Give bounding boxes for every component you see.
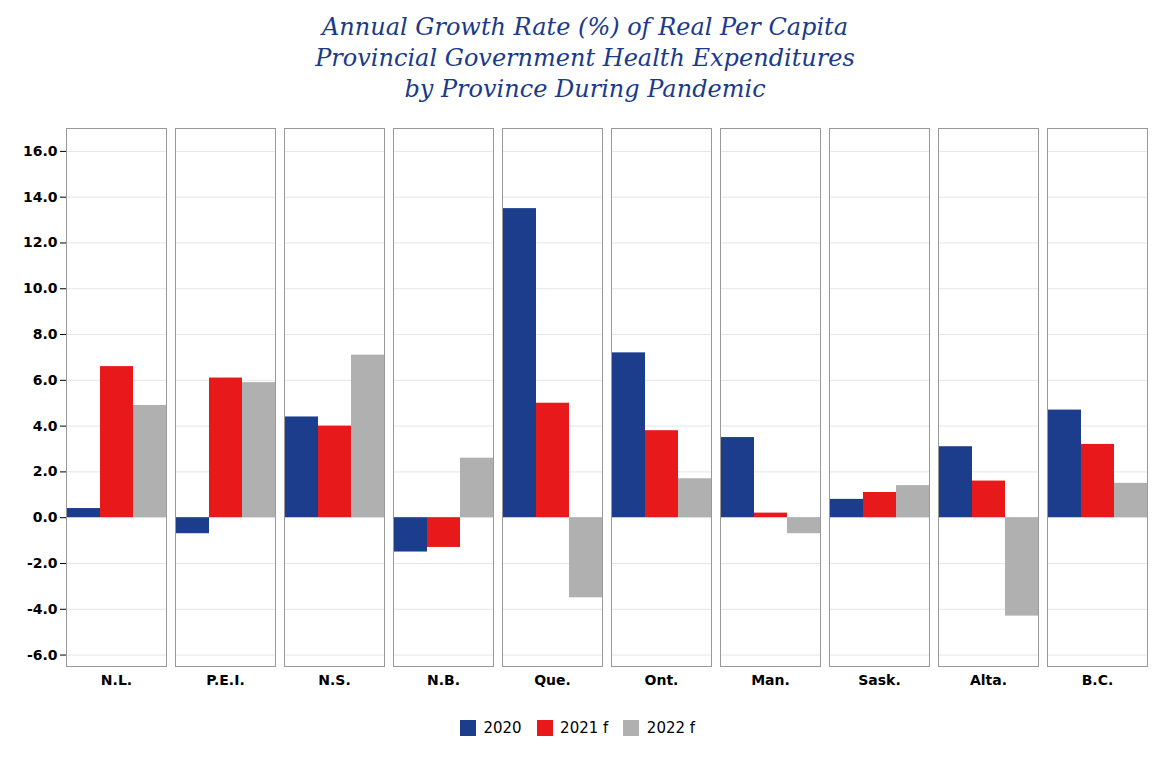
svg-text:6.0: 6.0 <box>33 371 58 387</box>
svg-text:16.0: 16.0 <box>23 142 58 158</box>
svg-text:Sask.: Sask. <box>858 672 901 688</box>
html-text:Annual Growth Rate (%) of Real: Annual Growth Rate (%) of Real Per Capit… <box>315 13 855 104</box>
svg-text:B.C.: B.C. <box>1082 672 1114 688</box>
svg-text:Alta.: Alta. <box>970 672 1007 688</box>
svg-text:2.0: 2.0 <box>33 463 58 479</box>
svg-text:10.0: 10.0 <box>23 280 58 296</box>
html-text:2022 f: 2022 f <box>646 719 696 738</box>
svg-text:Man.: Man. <box>751 672 790 688</box>
svg-text:N.S.: N.S. <box>318 672 350 688</box>
svg-text:N.B.: N.B. <box>427 672 460 688</box>
html-text:2020: 2020 <box>483 719 522 738</box>
svg-text:Que.: Que. <box>534 672 571 688</box>
svg-text:4.0: 4.0 <box>33 417 58 433</box>
svg-text:-2.0: -2.0 <box>27 555 58 571</box>
svg-text:8.0: 8.0 <box>33 326 58 342</box>
html-text:2021 f: 2021 f <box>560 719 609 738</box>
svg-text:P.E.I.: P.E.I. <box>206 672 244 688</box>
svg-text:0.0: 0.0 <box>33 509 58 525</box>
svg-text:N.L.: N.L. <box>101 672 132 688</box>
svg-text:14.0: 14.0 <box>23 188 58 204</box>
svg-text:12.0: 12.0 <box>23 234 58 250</box>
svg-text:-4.0: -4.0 <box>27 600 58 616</box>
svg-text:-6.0: -6.0 <box>27 646 58 662</box>
svg-text:Ont.: Ont. <box>645 672 679 688</box>
